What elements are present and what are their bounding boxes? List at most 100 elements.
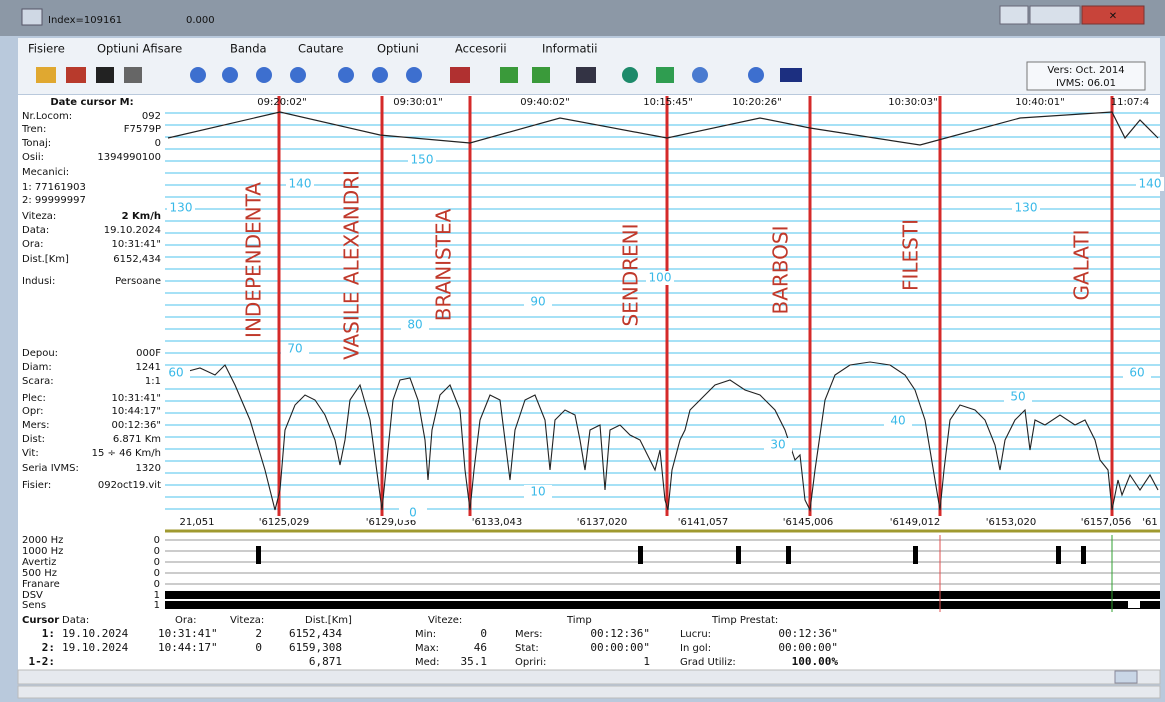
tool-anchor[interactable] bbox=[692, 67, 708, 83]
prestat-label: In gol: bbox=[680, 643, 711, 654]
field-value: 092oct19.vit bbox=[98, 480, 161, 491]
menu-item[interactable]: Banda bbox=[230, 42, 267, 56]
field-label: Diam: bbox=[22, 362, 52, 373]
viteze-label: Min: bbox=[415, 629, 436, 640]
tool-nav[interactable] bbox=[256, 67, 272, 83]
cursor-time: 10:31:41" bbox=[158, 627, 218, 640]
field-label: Vit: bbox=[22, 448, 39, 459]
app-icon bbox=[22, 9, 42, 25]
timp-label: Mers: bbox=[515, 629, 542, 640]
timp-label: Stat: bbox=[515, 643, 539, 654]
station-name: BRANISTEA bbox=[432, 208, 456, 321]
cursor-time: 10:44:17" bbox=[158, 641, 218, 654]
channel-name: Franare bbox=[22, 579, 60, 590]
tool-report[interactable] bbox=[576, 67, 596, 83]
menu-item[interactable]: Optiuni bbox=[377, 42, 419, 56]
channel-value: 0 bbox=[154, 568, 160, 579]
field-label: Viteza: bbox=[22, 211, 56, 222]
tool-flag[interactable] bbox=[532, 67, 550, 83]
tool-flag[interactable] bbox=[500, 67, 518, 83]
station-name: FILESTI bbox=[899, 219, 923, 291]
cursor-dist: 6152,434 bbox=[289, 627, 342, 640]
menu-item[interactable]: Cautare bbox=[298, 42, 343, 56]
field-label: Depou: bbox=[22, 348, 58, 359]
version: IVMS: 06.01 bbox=[1056, 78, 1116, 89]
tool-nav[interactable] bbox=[290, 67, 306, 83]
field-value: 1241 bbox=[136, 362, 161, 373]
tool-language[interactable] bbox=[780, 68, 802, 82]
prestat-value: 00:00:00" bbox=[778, 641, 838, 654]
tool-export[interactable] bbox=[656, 67, 674, 83]
time-label: 09:30:01" bbox=[393, 97, 443, 108]
channel-name: 500 Hz bbox=[22, 568, 57, 579]
time-label: 10:15:45" bbox=[643, 97, 693, 108]
channel-track bbox=[165, 573, 1160, 574]
stats-header: Timp bbox=[566, 615, 592, 626]
stats-header: Viteze: bbox=[428, 615, 462, 626]
stats-header: Dist.[Km] bbox=[305, 615, 352, 626]
menu-item[interactable]: Accesorii bbox=[455, 42, 507, 56]
channel-event bbox=[1081, 546, 1086, 564]
tool-save[interactable] bbox=[96, 67, 114, 83]
tool-nav[interactable] bbox=[190, 67, 206, 83]
menu-item[interactable]: Optiuni Afisare bbox=[97, 42, 182, 56]
prestat-value: 100.00% bbox=[792, 655, 839, 668]
version: Vers: Oct. 2014 bbox=[1047, 65, 1124, 76]
scale-label: 90 bbox=[530, 295, 545, 309]
tool-nav[interactable] bbox=[222, 67, 238, 83]
channel-event bbox=[1128, 601, 1140, 608]
minimize-button[interactable] bbox=[1000, 6, 1028, 24]
cursor-label: 1-2: bbox=[29, 655, 56, 668]
scroll-thumb[interactable] bbox=[1115, 671, 1137, 683]
field-value: 10:44:17" bbox=[111, 406, 161, 417]
time-label: 09:20:02" bbox=[257, 97, 307, 108]
channel-track bbox=[165, 591, 1160, 599]
distance-label: '6141,057 bbox=[678, 517, 728, 528]
scale-label: 40 bbox=[890, 414, 905, 428]
station-name: BARBOSI bbox=[769, 225, 793, 314]
channel-name: 2000 Hz bbox=[22, 535, 63, 546]
timp-value: 00:12:36" bbox=[590, 627, 650, 640]
stats-header: Timp Prestat: bbox=[711, 615, 778, 626]
tool-print[interactable] bbox=[124, 67, 142, 83]
channel-value: 1 bbox=[154, 600, 160, 611]
station-name: SENDRENI bbox=[619, 223, 643, 326]
channel-track bbox=[165, 551, 1160, 552]
distance-label: '6125,029 bbox=[259, 517, 309, 528]
tool-graph[interactable] bbox=[450, 67, 470, 83]
tool-nav[interactable] bbox=[338, 67, 354, 83]
time-label: 10:30:03" bbox=[888, 97, 938, 108]
station-name: INDEPENDENTA bbox=[242, 182, 266, 338]
scale-label: 140 bbox=[1139, 177, 1162, 191]
status-bar bbox=[18, 686, 1160, 698]
menu-item[interactable]: Fisiere bbox=[28, 42, 65, 56]
app-window: Index=109161 0.000 ✕ FisiereOptiuni Afis… bbox=[0, 0, 1165, 702]
channel-value: 0 bbox=[154, 546, 160, 557]
field-value: 19.10.2024 bbox=[104, 225, 161, 236]
tool-open[interactable] bbox=[36, 67, 56, 83]
h-scrollbar[interactable] bbox=[18, 670, 1160, 684]
stats-header: Cursor bbox=[22, 615, 59, 626]
maximize-button[interactable] bbox=[1030, 6, 1080, 24]
scale-label: 50 bbox=[1010, 390, 1025, 404]
field-value: 000F bbox=[136, 348, 161, 359]
menu-item[interactable]: Informatii bbox=[542, 42, 597, 56]
field-label: Fisier: bbox=[22, 480, 51, 491]
stats-header: Viteza: bbox=[230, 615, 264, 626]
scale-label: 0 bbox=[409, 506, 417, 520]
field-label: Dist: bbox=[22, 434, 45, 445]
cursor-speed: 2 bbox=[255, 627, 262, 640]
tool-globe[interactable] bbox=[622, 67, 638, 83]
tool-nav[interactable] bbox=[406, 67, 422, 83]
tool-help[interactable] bbox=[748, 67, 764, 83]
cursor-date: 19.10.2024 bbox=[62, 641, 129, 654]
field-value: Persoane bbox=[115, 276, 161, 287]
field-label: Osii: bbox=[22, 152, 44, 163]
channel-name: 1000 Hz bbox=[22, 546, 63, 557]
tool-load[interactable] bbox=[66, 67, 86, 83]
tool-nav[interactable] bbox=[372, 67, 388, 83]
field-value: 0 bbox=[155, 138, 161, 149]
field-label: Tren: bbox=[21, 124, 46, 135]
field-label: Tonaj: bbox=[21, 138, 51, 149]
cursor-label: 1: bbox=[42, 627, 55, 640]
